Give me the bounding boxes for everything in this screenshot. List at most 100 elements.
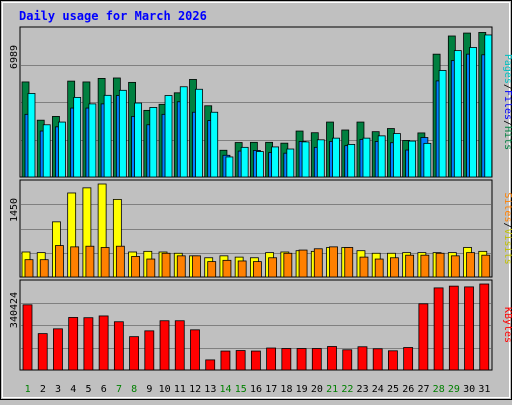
bar-kbytes-day-undefined [311, 348, 322, 371]
bar-sites-day-undefined [329, 246, 338, 278]
bar-pages-day-26 [408, 140, 417, 178]
bar-kbytes-day-undefined [205, 359, 216, 371]
bar-kbytes-day-undefined [129, 336, 139, 371]
x-tick-17: 17 [265, 384, 277, 395]
bar-pages-day-27 [423, 142, 432, 178]
bar-sites-day-undefined [55, 245, 64, 278]
ymax-label-3: 340424 [9, 292, 20, 328]
bar-kbytes-day-undefined [433, 287, 444, 371]
bar-sites-day-undefined [374, 258, 384, 278]
right-axis-label-1: Pages/Files/Hits [502, 54, 512, 150]
x-tick-30: 30 [463, 384, 475, 395]
bar-pages-day-15 [240, 146, 249, 178]
bar-kbytes-day-undefined [342, 349, 353, 371]
right-axis-label-3: KBytes [502, 307, 512, 343]
bar-sites-day-undefined [283, 252, 293, 278]
bar-pages-day-5 [88, 103, 97, 178]
right-label-separator: / [502, 120, 512, 126]
bar-kbytes-day-undefined [37, 333, 48, 371]
x-tick-16: 16 [250, 384, 262, 395]
bar-pages-day-20 [316, 139, 325, 178]
x-tick-22: 22 [341, 384, 353, 395]
right-label-separator: / [502, 222, 512, 228]
bar-pages-day-3 [58, 121, 66, 178]
bar-kbytes-day-undefined [357, 346, 368, 371]
bar-sites-day-undefined [115, 245, 125, 278]
bar-pages-day-25 [393, 133, 401, 178]
right-label-files: Files [502, 90, 512, 120]
x-tick-26: 26 [402, 384, 414, 395]
bar-pages-day-19 [301, 141, 310, 178]
x-tick-7: 7 [116, 384, 122, 395]
bar-kbytes-day-undefined [403, 347, 414, 371]
bar-pages-day-7 [118, 89, 127, 178]
x-tick-9: 9 [146, 384, 152, 395]
bar-kbytes-day-undefined [281, 348, 292, 371]
bar-pages-day-24 [377, 135, 386, 178]
bar-pages-day-30 [469, 47, 477, 178]
bar-sites-day-undefined [420, 254, 430, 278]
bar-sites-day-undefined [313, 248, 323, 278]
x-tick-3: 3 [55, 384, 61, 395]
bar-sites-day-undefined [100, 247, 110, 278]
bar-sites-day-undefined [344, 247, 354, 278]
x-tick-4: 4 [70, 384, 76, 395]
bar-pages-day-23 [362, 137, 371, 178]
x-tick-14: 14 [220, 384, 232, 395]
outer-highlight [2, 2, 510, 398]
bar-pages-day-4 [73, 97, 82, 178]
bar-kbytes-day-undefined [144, 330, 155, 371]
bar-sites-day-undefined [359, 256, 369, 278]
bar-kbytes-day-undefined [174, 320, 185, 371]
bar-pages-day-13 [210, 111, 219, 178]
right-label-visits: Visits [502, 229, 512, 265]
bar-sites-day-undefined [70, 246, 80, 278]
bar-kbytes-day-undefined [98, 315, 109, 371]
bar-pages-day-29 [453, 50, 462, 178]
x-tick-2: 2 [40, 384, 46, 395]
right-axis-label-2: Sites/Visits [502, 192, 512, 264]
x-tick-5: 5 [86, 384, 92, 395]
bar-sites-day-undefined [466, 252, 475, 278]
x-tick-11: 11 [174, 384, 186, 395]
bar-sites-day-undefined [176, 255, 186, 278]
bar-pages-day-1 [27, 93, 36, 178]
bar-pages-day-28 [438, 70, 447, 178]
right-label-kbytes: KBytes [502, 307, 512, 343]
bar-sites-day-undefined [298, 249, 308, 278]
x-tick-18: 18 [280, 384, 292, 395]
bar-sites-day-undefined [85, 245, 95, 278]
ymax-label-2: 1450 [9, 198, 20, 222]
bar-kbytes-day-undefined [448, 285, 459, 371]
x-tick-21: 21 [326, 384, 338, 395]
bar-sites-day-undefined [146, 258, 156, 278]
x-tick-28: 28 [433, 384, 445, 395]
bar-sites-day-undefined [161, 252, 171, 278]
x-tick-13: 13 [204, 384, 216, 395]
bar-pages-day-6 [103, 94, 112, 178]
bar-pages-day-2 [42, 124, 51, 178]
bar-kbytes-day-undefined [235, 350, 246, 371]
bar-kbytes-day-undefined [22, 304, 33, 371]
bar-sites-day-undefined [237, 260, 247, 278]
right-label-hits: Hits [502, 126, 512, 150]
bar-pages-day-10 [164, 95, 173, 178]
x-tick-8: 8 [131, 384, 137, 395]
x-tick-25: 25 [387, 384, 399, 395]
x-tick-27: 27 [417, 384, 429, 395]
x-tick-31: 31 [478, 384, 490, 395]
bar-kbytes-day-undefined [479, 283, 490, 371]
bar-pages-day-18 [286, 148, 295, 178]
bar-pages-day-9 [149, 107, 158, 178]
bar-pages-day-12 [195, 88, 203, 178]
bar-sites-day-undefined [268, 257, 278, 278]
bar-sites-day-undefined [24, 259, 34, 278]
bar-sites-day-undefined [131, 256, 140, 278]
x-tick-24: 24 [372, 384, 384, 395]
x-tick-19: 19 [296, 384, 308, 395]
bar-sites-day-undefined [481, 254, 491, 278]
bar-kbytes-day-undefined [266, 347, 277, 371]
